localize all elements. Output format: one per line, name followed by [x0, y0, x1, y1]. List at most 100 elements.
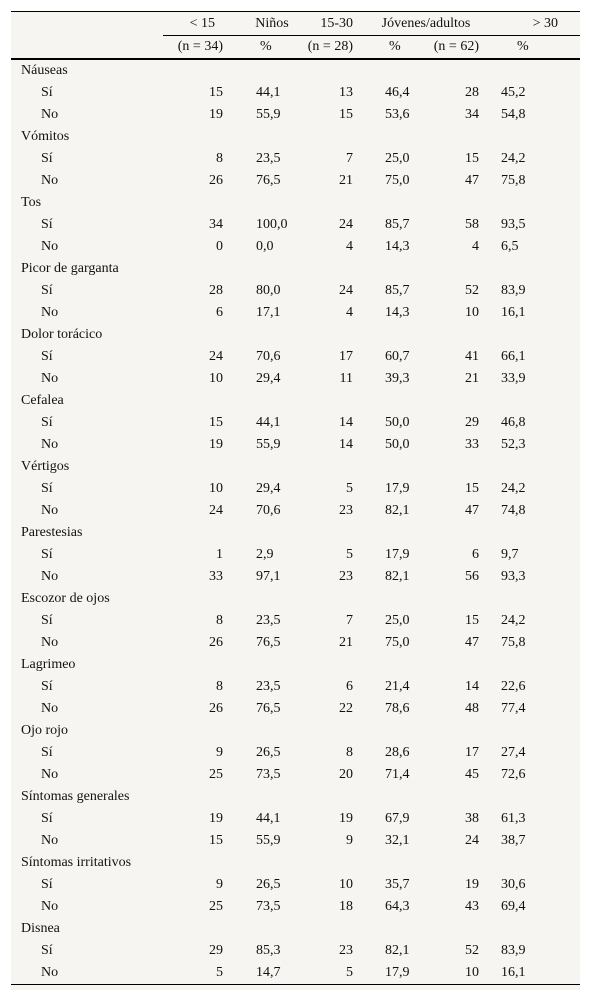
- row-label: Sí: [41, 877, 53, 892]
- table-cell: 10: [465, 305, 479, 320]
- header-corner-2: [11, 35, 163, 60]
- section-row: Ojo rojo: [11, 720, 580, 742]
- table-row: No 6 17,1 4 14,3 10 16,1: [11, 302, 580, 324]
- table-cell: 15: [209, 85, 223, 100]
- table-cell: 23: [339, 943, 353, 958]
- table-cell: 38,7: [501, 833, 526, 848]
- table-body: Náuseas Sí 15 44,1 13 46,4 28 45,2 No 19 55,9 15 53,…: [11, 59, 580, 985]
- row-label: Sí: [41, 415, 53, 430]
- section-row: Síntomas irritativos: [11, 852, 580, 874]
- table-cell: 60,7: [385, 349, 410, 364]
- header-n-adultos: (n = 62): [425, 35, 479, 60]
- table-cell: 44,1: [256, 811, 281, 826]
- header-row-2: (n = 34) % (n = 28) % (n = 62) %: [11, 35, 580, 60]
- header-gt30: > 30: [479, 11, 580, 36]
- table-cell: 76,5: [256, 701, 281, 716]
- table-cell: 46,4: [385, 85, 410, 100]
- section-title: Vómitos: [21, 129, 70, 144]
- table-row: No 15 55,9 9 32,1 24 38,7: [11, 830, 580, 852]
- table-cell: 15: [339, 107, 353, 122]
- header-15-30: 15-30: [301, 11, 353, 36]
- symptoms-table: < 15 Niños 15-30 Jóvenes/adultos > 30 (n…: [11, 11, 580, 985]
- table-row: No 33 97,1 23 82,1 56 93,3: [11, 566, 580, 588]
- table-cell: 26: [209, 701, 223, 716]
- table-cell: 50,0: [385, 415, 410, 430]
- table-cell: 93,5: [501, 217, 526, 232]
- table-row: No 19 55,9 15 53,6 34 54,8: [11, 104, 580, 126]
- section-title: Disnea: [21, 921, 60, 936]
- row-label: No: [41, 503, 59, 518]
- table-cell: 25: [209, 767, 223, 782]
- header-row-1: < 15 Niños 15-30 Jóvenes/adultos > 30: [11, 11, 580, 36]
- row-label: Sí: [41, 349, 53, 364]
- table-cell: 55,9: [256, 107, 281, 122]
- section-title: Síntomas generales: [21, 789, 130, 804]
- table-cell: 70,6: [256, 349, 281, 364]
- table-cell: 10: [425, 962, 479, 985]
- table-cell: 75,8: [501, 635, 526, 650]
- table-cell: 34: [209, 217, 223, 232]
- table-cell: 28: [465, 85, 479, 100]
- table-cell: 14: [339, 437, 353, 452]
- table-row: Sí 29 85,3 23 82,1 52 83,9: [11, 940, 580, 962]
- table-cell: 39,3: [385, 371, 410, 386]
- table-cell: 17: [339, 349, 353, 364]
- row-label: No: [11, 962, 163, 985]
- table-cell: 44,1: [256, 415, 281, 430]
- table-cell: 24,2: [501, 613, 526, 628]
- table-cell: 27,4: [501, 745, 526, 760]
- table-cell: 76,5: [256, 635, 281, 650]
- table-cell: 17,9: [385, 481, 410, 496]
- table-cell: 85,7: [385, 217, 410, 232]
- table-cell: 66,1: [501, 349, 526, 364]
- section-title: Tos: [21, 195, 42, 210]
- row-label: Sí: [41, 283, 53, 298]
- table-row: No 10 29,4 11 39,3 21 33,9: [11, 368, 580, 390]
- row-label: No: [41, 635, 59, 650]
- table-cell: 23,5: [256, 151, 281, 166]
- table-cell: 14: [465, 679, 479, 694]
- section-title: Parestesias: [21, 525, 83, 540]
- table-row: Sí 8 23,5 7 25,0 15 24,2: [11, 610, 580, 632]
- table-cell: 9: [216, 745, 223, 760]
- table-cell: 24: [465, 833, 479, 848]
- table-cell: 33: [209, 569, 223, 584]
- table-cell: 45,2: [501, 85, 526, 100]
- table-row: No 26 76,5 21 75,0 47 75,8: [11, 170, 580, 192]
- table-cell: 24: [209, 503, 223, 518]
- table-cell: 76,5: [256, 173, 281, 188]
- header-ninos: Niños: [223, 11, 301, 36]
- section-row: Dolor torácico: [11, 324, 580, 346]
- section-row: Cefalea: [11, 390, 580, 412]
- table-cell: 11: [339, 371, 353, 386]
- table-cell: 55,9: [256, 437, 281, 452]
- table-cell: 24: [339, 283, 353, 298]
- table-cell: 5: [346, 481, 353, 496]
- table-cell: 64,3: [385, 899, 410, 914]
- table-cell: 83,9: [501, 283, 526, 298]
- table-cell: 85,7: [385, 283, 410, 298]
- table-cell: 15: [209, 833, 223, 848]
- row-label: Sí: [41, 217, 53, 232]
- table-cell: 29,4: [256, 371, 281, 386]
- table-cell: 21: [339, 635, 353, 650]
- table-row: Sí 15 44,1 14 50,0 29 46,8: [11, 412, 580, 434]
- table-cell: 56: [465, 569, 479, 584]
- table-cell: 78,6: [385, 701, 410, 716]
- table-cell: 17,9: [385, 547, 410, 562]
- header-jovenes-adultos: Jóvenes/adultos: [353, 11, 479, 36]
- table-row: Sí 19 44,1 19 67,9 38 61,3: [11, 808, 580, 830]
- section-row: Disnea: [11, 918, 580, 940]
- table-cell: 35,7: [385, 877, 410, 892]
- table-cell: 28: [209, 283, 223, 298]
- table-cell: 16,1: [479, 962, 580, 985]
- table-cell: 34: [465, 107, 479, 122]
- table-cell: 6: [472, 547, 479, 562]
- section-title: Náuseas: [21, 63, 68, 78]
- row-label: No: [41, 833, 59, 848]
- table-cell: 23: [339, 503, 353, 518]
- table-cell: 16,1: [501, 305, 526, 320]
- section-row: Lagrimeo: [11, 654, 580, 676]
- section-row: Síntomas generales: [11, 786, 580, 808]
- table-cell: 45: [465, 767, 479, 782]
